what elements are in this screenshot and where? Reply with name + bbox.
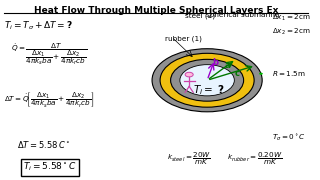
Circle shape	[259, 73, 263, 75]
Text: $k_{rubber}=\dfrac{0.20W}{mK}$: $k_{rubber}=\dfrac{0.20W}{mK}$	[227, 151, 283, 167]
Text: $k_{steel}=\dfrac{20W}{mK}$: $k_{steel}=\dfrac{20W}{mK}$	[167, 151, 211, 167]
Text: steel (2): steel (2)	[186, 12, 216, 19]
Text: spherical submarine: spherical submarine	[205, 12, 279, 18]
Text: $\Delta T = 5.58\,C^\circ$: $\Delta T = 5.58\,C^\circ$	[17, 139, 70, 150]
Text: $T_i = T_\sigma + \Delta T = \mathbf{?}$: $T_i = T_\sigma + \Delta T = \mathbf{?}$	[4, 20, 73, 33]
Circle shape	[160, 53, 254, 107]
Text: b: b	[213, 58, 219, 67]
Text: Heat Flow Through Multiple Spherical Layers Ex: Heat Flow Through Multiple Spherical Lay…	[34, 6, 278, 15]
Circle shape	[171, 59, 244, 101]
Text: a: a	[225, 61, 231, 70]
Text: $T_\sigma=0^\circ C$: $T_\sigma=0^\circ C$	[272, 132, 306, 143]
Text: $\dot{Q} = \dfrac{\Delta T}{\dfrac{\Delta x_1}{4\pi k_s ba} + \dfrac{\Delta x_2}: $\dot{Q} = \dfrac{\Delta T}{\dfrac{\Delt…	[11, 41, 87, 67]
Text: $R=1.5$m: $R=1.5$m	[272, 69, 306, 78]
Text: $\Delta x_1=2$cm: $\Delta x_1=2$cm	[272, 12, 311, 22]
Text: $\Delta x_2=2$cm: $\Delta x_2=2$cm	[272, 27, 311, 37]
Circle shape	[180, 65, 234, 96]
Circle shape	[185, 72, 193, 77]
Circle shape	[152, 49, 262, 112]
Text: $\Delta T = \dot{Q}\!\left[\dfrac{\Delta x_1}{4\pi k_s ba} + \dfrac{\Delta x_2}{: $\Delta T = \dot{Q}\!\left[\dfrac{\Delta…	[4, 90, 95, 109]
Text: c: c	[235, 69, 240, 78]
Text: $T_i = 5.58^\circ C$: $T_i = 5.58^\circ C$	[23, 161, 76, 173]
Text: $T_i =\ \mathbf{?}$: $T_i =\ \mathbf{?}$	[193, 83, 225, 97]
Text: rubber (1): rubber (1)	[165, 35, 202, 42]
